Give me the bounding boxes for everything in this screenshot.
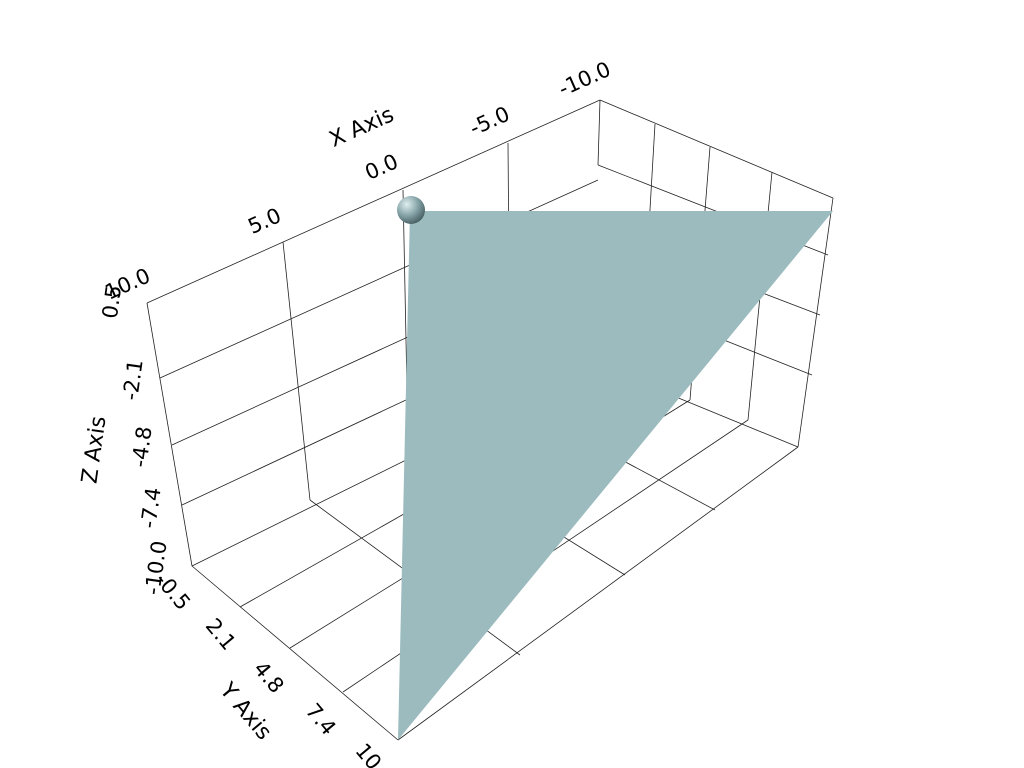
tick-label: -2.1 <box>118 358 147 402</box>
tick-label: -10.0 <box>555 57 614 101</box>
tick-label: 7.4 <box>301 699 341 740</box>
tick-label: 2.1 <box>201 614 241 655</box>
tick-label: -5.0 <box>466 102 513 141</box>
tick-label: 10.0 <box>351 739 399 768</box>
axis-title: X Axis <box>326 102 398 152</box>
tick-label: 0.5 <box>98 284 126 320</box>
tick-label: -4.8 <box>127 425 156 469</box>
triangle <box>398 211 833 740</box>
sphere <box>397 196 425 224</box>
tick-label: -7.4 <box>136 486 165 530</box>
tick-label: 5.0 <box>244 203 284 239</box>
axis-title: Z Axis <box>77 415 111 486</box>
tick-label: 4.8 <box>249 657 289 698</box>
tick-label: 0.0 <box>361 149 401 185</box>
